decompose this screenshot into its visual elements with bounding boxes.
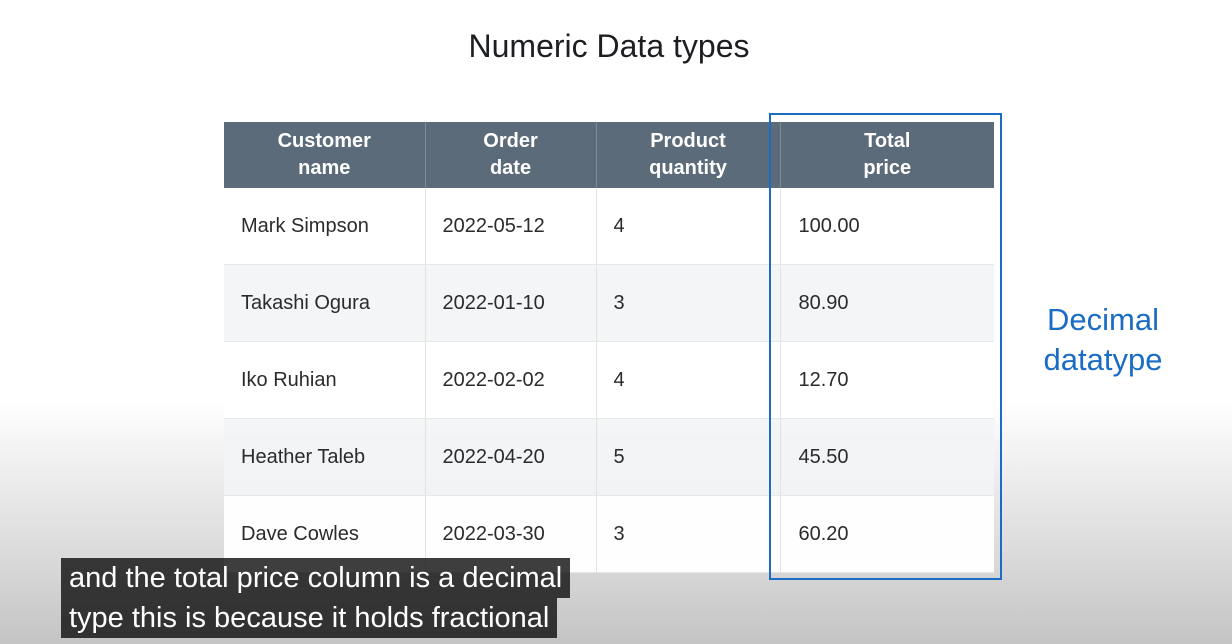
- cell-product-quantity: 3: [596, 495, 781, 573]
- cell-order-date: 2022-01-10: [425, 264, 597, 342]
- cell-customer-name: Mark Simpson: [224, 188, 426, 265]
- header-product-quantity: Product quantity: [596, 122, 781, 188]
- cell-product-quantity: 4: [596, 188, 781, 265]
- total-price-highlight-box: [769, 113, 1002, 580]
- cell-order-date: 2022-04-20: [425, 418, 597, 496]
- header-total-price: Total price: [780, 122, 994, 188]
- cell-product-quantity: 5: [596, 418, 781, 496]
- header-customer-name: Customer name: [224, 122, 426, 188]
- table-header-row: Customer name Order date Product quantity T…: [224, 122, 994, 188]
- callout-line-2: datatype: [1043, 342, 1163, 377]
- table-row: Heather Taleb 2022-04-20 5 45.50: [224, 418, 994, 496]
- video-captions: and the total price column is a decimal …: [61, 558, 571, 638]
- cell-total-price: 80.90: [780, 264, 994, 342]
- cell-customer-name: Heather Taleb: [224, 418, 426, 496]
- caption-line-1: and the total price column is a decimal: [61, 558, 571, 598]
- cell-total-price: 100.00: [780, 188, 994, 265]
- table-row: Takashi Ogura 2022-01-10 3 80.90: [224, 264, 994, 342]
- cell-customer-name: Takashi Ogura: [224, 264, 426, 342]
- caption-line-2: type this is because it holds fractional: [61, 598, 558, 638]
- cell-order-date: 2022-05-12: [425, 188, 597, 265]
- cell-total-price: 45.50: [780, 418, 994, 496]
- callout-line-1: Decimal: [1047, 302, 1159, 337]
- cell-product-quantity: 3: [596, 264, 781, 342]
- table-row: Iko Ruhian 2022-02-02 4 12.70: [224, 341, 994, 419]
- table-row: Mark Simpson 2022-05-12 4 100.00: [224, 188, 994, 265]
- cell-total-price: 60.20: [780, 495, 994, 573]
- table-row: Dave Cowles 2022-03-30 3 60.20: [224, 495, 994, 573]
- cell-customer-name: Iko Ruhian: [224, 341, 426, 419]
- header-order-date: Order date: [425, 122, 597, 188]
- cell-product-quantity: 4: [596, 341, 781, 419]
- decimal-datatype-callout: Decimal datatype: [1018, 300, 1188, 380]
- slide-title: Numeric Data types: [468, 28, 750, 64]
- cell-order-date: 2022-02-02: [425, 341, 597, 419]
- orders-table: Customer name Order date Product quantity T…: [224, 122, 994, 573]
- orders-table-container: Customer name Order date Product quantity T…: [224, 122, 994, 573]
- cell-total-price: 12.70: [780, 341, 994, 419]
